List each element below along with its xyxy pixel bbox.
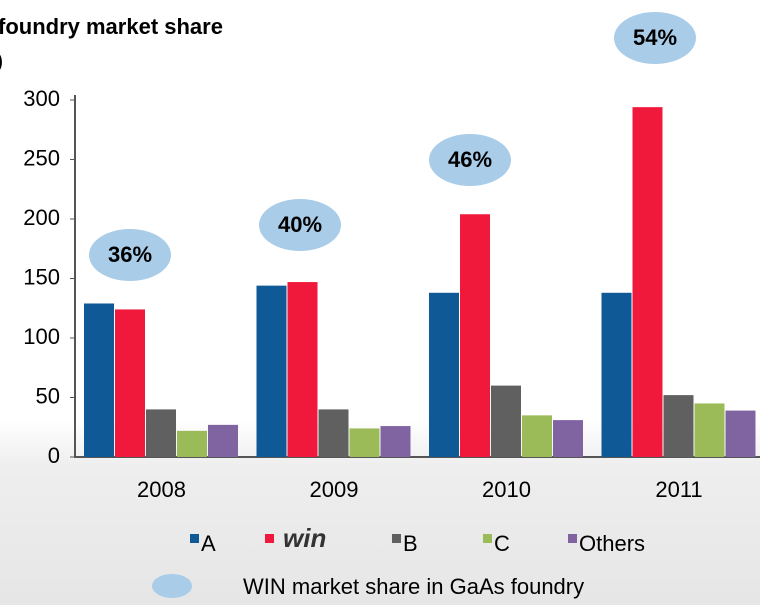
- legend-label: Others: [579, 531, 645, 556]
- legend-swatch: [265, 534, 274, 543]
- bar: [380, 426, 411, 457]
- y-tick-label: 0: [48, 443, 60, 468]
- x-tick-label: 2009: [310, 477, 359, 502]
- bar: [632, 107, 663, 457]
- bar: [115, 309, 145, 457]
- legend-swatch: [190, 534, 199, 543]
- bar: [460, 214, 490, 457]
- legend-swatch: [392, 534, 401, 543]
- y-tick-label: 50: [36, 383, 60, 408]
- bar: [256, 285, 287, 457]
- bar: [349, 428, 380, 457]
- legend-bubble: [152, 574, 192, 598]
- bar: [491, 385, 521, 457]
- share-label: 46%: [448, 147, 492, 172]
- bar: [318, 409, 349, 457]
- legend-label: WIN market share in GaAs foundry: [243, 574, 584, 599]
- y-tick-label: 100: [23, 324, 60, 349]
- x-tick-label: 2010: [482, 477, 531, 502]
- bar: [84, 303, 114, 457]
- share-label: 54%: [633, 25, 677, 50]
- legend-label: win: [283, 523, 326, 553]
- y-tick-label: 150: [23, 264, 60, 289]
- bar: [601, 292, 632, 457]
- bar: [146, 409, 176, 457]
- share-label: 40%: [278, 212, 322, 237]
- share-label: 36%: [108, 242, 152, 267]
- y-tick-label: 300: [23, 86, 60, 111]
- legend-label: A: [201, 531, 216, 556]
- legend-swatch: [568, 534, 577, 543]
- x-tick-label: 2011: [655, 477, 702, 502]
- y-label: ): [0, 48, 3, 73]
- bar: [553, 420, 583, 457]
- bar: [208, 424, 238, 457]
- share-bubble: [259, 199, 341, 251]
- chart-title: foundry market share: [0, 14, 223, 39]
- share-bubble: [429, 134, 511, 186]
- bar: [287, 282, 318, 457]
- bar: [725, 410, 756, 457]
- y-tick-label: 200: [23, 205, 60, 230]
- legend-label: B: [403, 531, 418, 556]
- bar: [663, 395, 694, 457]
- y-tick-label: 250: [23, 145, 60, 170]
- share-bubble: [89, 229, 171, 281]
- legend-swatch: [483, 534, 492, 543]
- bar: [522, 415, 552, 457]
- bar: [429, 292, 459, 457]
- bar: [177, 430, 207, 457]
- legend-label: C: [494, 531, 510, 556]
- bar: [694, 403, 725, 457]
- x-tick-label: 2008: [137, 477, 186, 502]
- share-bubble: [614, 12, 696, 64]
